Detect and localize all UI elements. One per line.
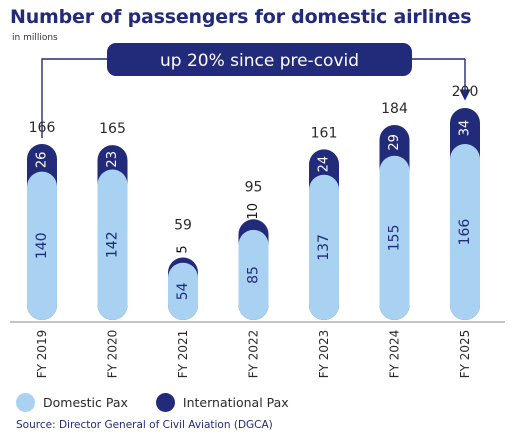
bar-domestic-label: 155: [387, 224, 403, 251]
bar-international-label: 23: [105, 151, 120, 168]
chart-subtitle: in millions: [12, 33, 58, 43]
annotation-text: up 20% since pre-covid: [160, 51, 359, 71]
legend-label-international: International Pax: [182, 395, 289, 410]
bar-group: 140 26 166 FY 2019 142 23 165 FY 2020 54 5 59 FY 20…: [27, 84, 480, 378]
x-tick-label: FY 2022: [247, 330, 261, 379]
bar-domestic-label: 54: [175, 282, 191, 300]
bar-domestic: [27, 171, 57, 320]
bar-domestic-label: 140: [34, 232, 50, 259]
bar-domestic: [309, 174, 339, 320]
bar-international-label: 24: [317, 156, 332, 173]
bar-total-label: 59: [174, 217, 192, 233]
bar-international-label: 29: [387, 134, 402, 151]
legend-label-domestic: Domestic Pax: [43, 395, 128, 410]
growth-annotation: up 20% since pre-covid: [41, 43, 471, 138]
x-tick-label: FY 2020: [106, 330, 120, 379]
chart-title: Number of passengers for domestic airlin…: [10, 6, 472, 28]
bar-international-label: 5: [176, 245, 191, 253]
bar-domestic-label: 137: [316, 234, 332, 261]
bar-domestic-label: 85: [246, 266, 262, 284]
bar-domestic: [379, 155, 410, 320]
bar-domestic: [450, 144, 480, 320]
x-tick-label: FY 2019: [35, 330, 49, 379]
bar-domestic-label: 166: [457, 219, 473, 246]
bar-total-label: 161: [311, 125, 338, 141]
bar-total-label: 166: [29, 120, 56, 136]
source-note: Source: Director General of Civil Aviati…: [16, 419, 273, 431]
legend-swatch-domestic: [16, 393, 35, 412]
bar-total-label: 165: [99, 121, 126, 137]
legend-swatch-international: [155, 393, 175, 412]
bar-domestic: [238, 229, 269, 320]
legend: Domestic Pax International Pax: [16, 393, 317, 412]
x-tick-label: FY 2023: [317, 330, 331, 379]
bar-total-label: 200: [452, 84, 479, 100]
bar-domestic: [168, 262, 198, 320]
x-tick-label: FY 2025: [458, 330, 472, 379]
bar-international-label: 10: [246, 203, 261, 220]
x-tick-label: FY 2024: [388, 330, 402, 379]
x-tick-label: FY 2021: [176, 330, 190, 379]
legend-item-international: International Pax: [155, 393, 289, 412]
bar-international-label: 34: [458, 120, 473, 137]
bar-domestic-label: 142: [105, 231, 121, 258]
bar-international-label: 26: [35, 152, 50, 169]
legend-item-domestic: Domestic Pax: [16, 393, 128, 412]
annotation-box: [107, 43, 412, 76]
bar-total-label: 95: [245, 179, 263, 195]
bar-total-label: 184: [381, 101, 408, 117]
bar-domestic: [97, 169, 128, 320]
